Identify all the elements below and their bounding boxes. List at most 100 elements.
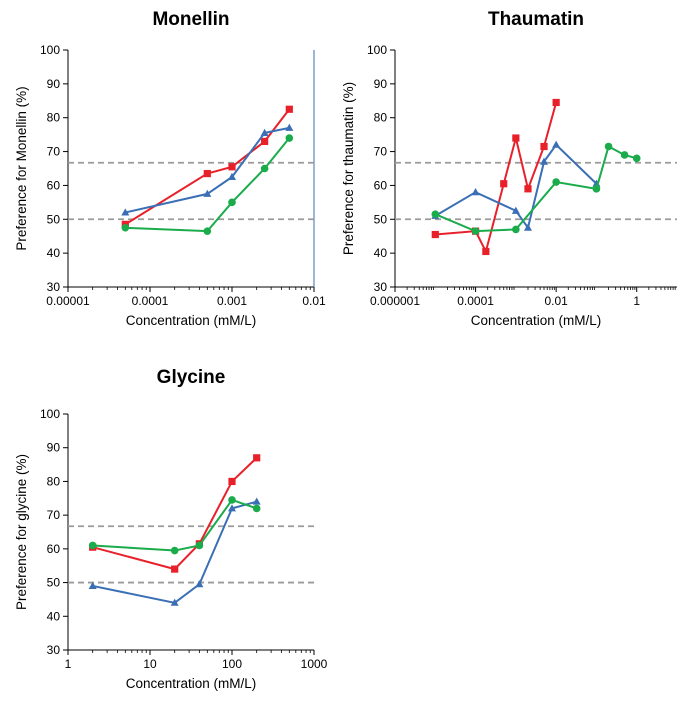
glycine-triangle-marker — [252, 497, 261, 505]
glycine-square-marker — [171, 565, 179, 573]
monellin-x-tick-label: 0.01 — [302, 294, 326, 308]
thaumatin-y-tick-label: 80 — [374, 111, 388, 125]
glycine-circle-marker — [228, 496, 236, 504]
thaumatin-square-series-line — [435, 102, 558, 255]
glycine-y-tick-label: 30 — [47, 643, 61, 657]
thaumatin-triangle-marker — [511, 206, 520, 214]
monellin-square-marker — [228, 163, 236, 171]
glycine-y-tick-label: 60 — [47, 542, 61, 556]
monellin-circle-marker — [121, 223, 130, 232]
thaumatin-circle-marker — [471, 227, 480, 235]
thaumatin-y-tick-label: 100 — [367, 43, 387, 57]
glycine-title: Glycine — [157, 367, 226, 388]
monellin-y-tick-label: 50 — [47, 212, 61, 226]
thaumatin-triangle-marker — [523, 223, 532, 231]
thaumatin-panel: Thaumatin 30 40 50 60 70 80 90 100 0.000001 0.0001… — [341, 0, 690, 350]
thaumatin-y-tick-label: 50 — [374, 212, 388, 226]
glycine-y-tick-label: 90 — [47, 441, 61, 455]
thaumatin-x-tick-label: 0.000001 — [370, 294, 420, 308]
thaumatin-title: Thaumatin — [488, 9, 584, 30]
thaumatin-x-tick-label: 0.0001 — [457, 294, 494, 308]
glycine-triangle-marker — [228, 504, 236, 512]
monellin-y-tick-label: 30 — [47, 280, 61, 294]
monellin-circle-marker — [203, 227, 212, 235]
monellin-circle-series-line — [125, 137, 291, 233]
monellin-triangle-marker — [285, 123, 294, 131]
monellin-x-tick-label: 0.0001 — [132, 294, 169, 308]
glycine-triangle-marker — [170, 598, 179, 606]
glycine-x-axis-label: Concentration (mM/L) — [126, 676, 257, 691]
thaumatin-circle-marker — [604, 142, 613, 151]
glycine-square-marker — [228, 477, 236, 486]
glycine-triangle-marker — [195, 580, 204, 588]
glycine-circle-marker — [252, 504, 261, 513]
thaumatin-triangle-marker — [471, 188, 480, 196]
monellin-triangle-marker — [121, 208, 130, 216]
thaumatin-triangle-marker — [540, 157, 549, 165]
monellin-title: Monellin — [152, 9, 229, 30]
thaumatin-y-tick-label: 30 — [374, 280, 388, 294]
thaumatin-circle-marker — [620, 151, 629, 159]
thaumatin-square-marker — [482, 247, 490, 256]
thaumatin-square-marker — [552, 98, 560, 107]
glycine-y-tick-label: 50 — [47, 576, 61, 590]
monellin-circle-marker — [260, 164, 269, 173]
thaumatin-chart: Thaumatin 30 40 50 60 70 80 90 100 0.000001 0.0001… — [341, 9, 677, 328]
monellin-triangle-marker — [203, 189, 212, 197]
glycine-x-tick-label: 10 — [143, 657, 157, 671]
thaumatin-circle-marker — [552, 178, 560, 186]
thaumatin-circle-marker — [431, 210, 440, 219]
monellin-y-tick-label: 60 — [47, 178, 61, 192]
thaumatin-y-tick-label: 90 — [374, 77, 388, 91]
thaumatin-y-tick-label: 40 — [374, 246, 388, 260]
thaumatin-triangle-series-line — [434, 143, 598, 231]
thaumatin-square-marker — [512, 134, 520, 142]
monellin-x-tick-label: 0.001 — [217, 294, 247, 308]
thaumatin-y-axis-label: Preference for thaumatin (%) — [341, 82, 356, 255]
monellin-triangle-marker — [228, 172, 236, 180]
glycine-y-tick-label: 40 — [47, 609, 61, 623]
monellin-y-tick-label: 80 — [47, 111, 61, 125]
monellin-y-tick-label: 100 — [40, 43, 60, 57]
glycine-x-tick-label: 1000 — [301, 657, 328, 671]
thaumatin-square-marker — [524, 185, 532, 193]
thaumatin-square-marker — [431, 230, 439, 239]
monellin-x-axis-label: Concentration (mM/L) — [126, 313, 257, 328]
glycine-x-tick-label: 100 — [222, 657, 242, 671]
thaumatin-circle-marker — [592, 185, 601, 193]
monellin-x-tick-label: 0.00001 — [46, 294, 90, 308]
glycine-y-tick-label: 100 — [40, 407, 60, 421]
monellin-chart: Monellin 30 40 50 60 70 80 90 100 0.00001 0.0001 0.… — [14, 9, 326, 328]
glycine-triangle-marker — [88, 581, 97, 589]
monellin-circle-marker — [285, 134, 294, 142]
monellin-circle-marker — [228, 198, 236, 207]
glycine-y-tick-label: 80 — [47, 474, 61, 488]
glycine-panel: Glycine 30 40 50 60 70 80 90 100 1 10 100 1000 Concen… — [0, 352, 345, 702]
monellin-panel: Monellin 30 40 50 60 70 80 90 100 0.00001 0.0001 0.… — [0, 0, 345, 350]
monellin-y-axis-label: Preference for Monellin (%) — [14, 86, 29, 250]
glycine-square-marker — [253, 454, 261, 462]
monellin-square-marker — [285, 105, 293, 113]
monellin-triangle-marker — [260, 128, 269, 136]
glycine-circle-marker — [88, 541, 97, 550]
glycine-x-tick-label: 1 — [65, 657, 72, 671]
thaumatin-x-tick-label: 0.01 — [544, 294, 568, 308]
thaumatin-y-tick-label: 70 — [374, 145, 388, 159]
thaumatin-circle-marker — [632, 154, 641, 163]
thaumatin-triangle-marker — [552, 140, 561, 148]
monellin-square-marker — [203, 169, 211, 178]
glycine-circle-marker — [170, 546, 179, 555]
thaumatin-square-marker — [500, 180, 508, 188]
glycine-circle-marker — [195, 541, 204, 550]
monellin-y-tick-label: 70 — [47, 145, 61, 159]
thaumatin-x-axis-label: Concentration (mM/L) — [471, 313, 602, 328]
glycine-y-axis-label: Preference for glycine (%) — [14, 454, 29, 610]
thaumatin-circle-marker — [512, 225, 520, 234]
thaumatin-y-tick-label: 60 — [374, 178, 388, 192]
thaumatin-x-tick-label: 1 — [633, 294, 640, 308]
thaumatin-square-marker — [540, 142, 548, 151]
monellin-y-tick-label: 40 — [47, 246, 61, 260]
monellin-y-tick-label: 90 — [47, 77, 61, 91]
